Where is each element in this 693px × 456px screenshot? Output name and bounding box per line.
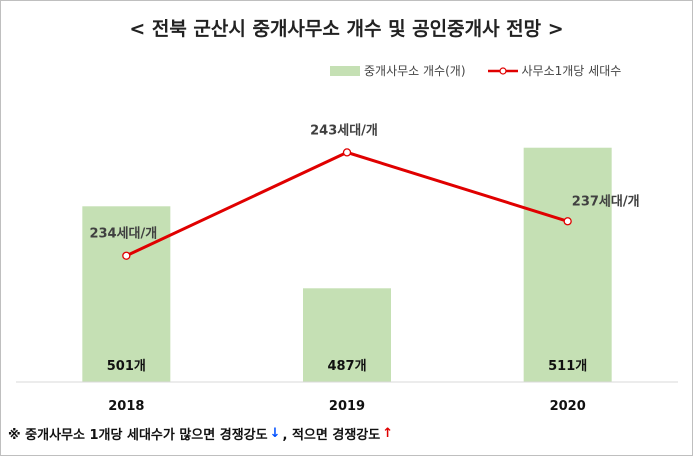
legend-bar-swatch xyxy=(330,65,360,76)
line-point xyxy=(563,217,572,226)
legend-bar-label: 중개사무소 개수(개) xyxy=(364,64,466,78)
legend-line-label: 사무소1개당 세대수 xyxy=(521,64,622,78)
bar-2018 xyxy=(82,206,171,382)
footnote-middle: , 적으면 경쟁강도 xyxy=(282,428,381,443)
legend: 중개사무소 개수(개) 사무소1개당 세대수 xyxy=(330,62,643,79)
legend-line-swatch xyxy=(487,66,518,75)
legend-item-line: 사무소1개당 세대수 xyxy=(487,62,622,79)
up-arrow-icon: ↑ xyxy=(382,426,394,441)
line-point xyxy=(122,251,131,260)
chart-title: < 전북 군산시 중개사무소 개수 및 공인중개사 전망 > xyxy=(129,18,564,40)
bar-value-label: 487개 xyxy=(327,359,366,374)
x-tick-label: 2020 xyxy=(550,399,586,414)
bar-value-label: 511개 xyxy=(548,359,587,374)
bar-2019 xyxy=(303,288,391,382)
x-tick-label: 2019 xyxy=(329,399,365,414)
bar-2020 xyxy=(523,147,612,382)
line-value-label: 237세대/개 xyxy=(572,194,640,209)
line-value-label: 234세대/개 xyxy=(89,227,157,242)
legend-item-bar: 중개사무소 개수(개) xyxy=(330,62,466,79)
line-series xyxy=(125,150,569,258)
bar-value-label: 501개 xyxy=(107,359,146,374)
x-tick-label: 2018 xyxy=(108,399,144,414)
line-point xyxy=(342,148,352,157)
down-arrow-icon: ↓ xyxy=(269,426,281,441)
line-value-label: 243세대/개 xyxy=(310,123,378,138)
footnote-prefix: ※ 중개사무소 1개당 세대수가 많으면 경쟁강도 xyxy=(8,428,268,443)
footnote: ※ 중개사무소 1개당 세대수가 많으면 경쟁강도 ↓ , 적으면 경쟁강도 ↑ xyxy=(8,424,395,443)
